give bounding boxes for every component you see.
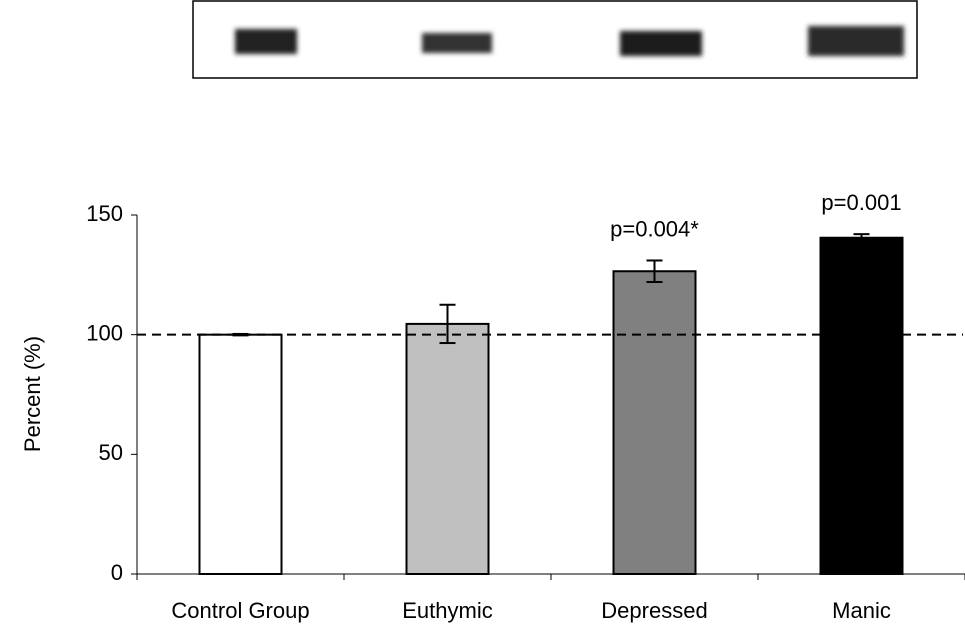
- x-tick-label: Manic: [832, 598, 891, 623]
- x-tick-label: Control Group: [171, 598, 309, 623]
- bar: [821, 238, 903, 574]
- bar: [200, 335, 282, 574]
- bar: [614, 271, 696, 574]
- y-tick-label: 0: [111, 560, 123, 585]
- chart: Percent (%) 0 50 100 150 Control Group Euthym…: [0, 0, 965, 635]
- y-tick-label: 150: [86, 201, 123, 226]
- y-axis-label: Percent (%): [20, 336, 45, 452]
- y-tick-label: 50: [99, 440, 123, 465]
- annotation: p=0.004*: [610, 216, 699, 241]
- bar: [407, 324, 489, 574]
- annotation: p=0.001: [821, 190, 901, 215]
- y-tick-label: 100: [86, 320, 123, 345]
- blot-image: [193, 1, 917, 78]
- x-tick-label: Depressed: [601, 598, 707, 623]
- x-tick-label: Euthymic: [402, 598, 492, 623]
- page: {"chart_data": {"type": "bar", "categori…: [0, 0, 965, 640]
